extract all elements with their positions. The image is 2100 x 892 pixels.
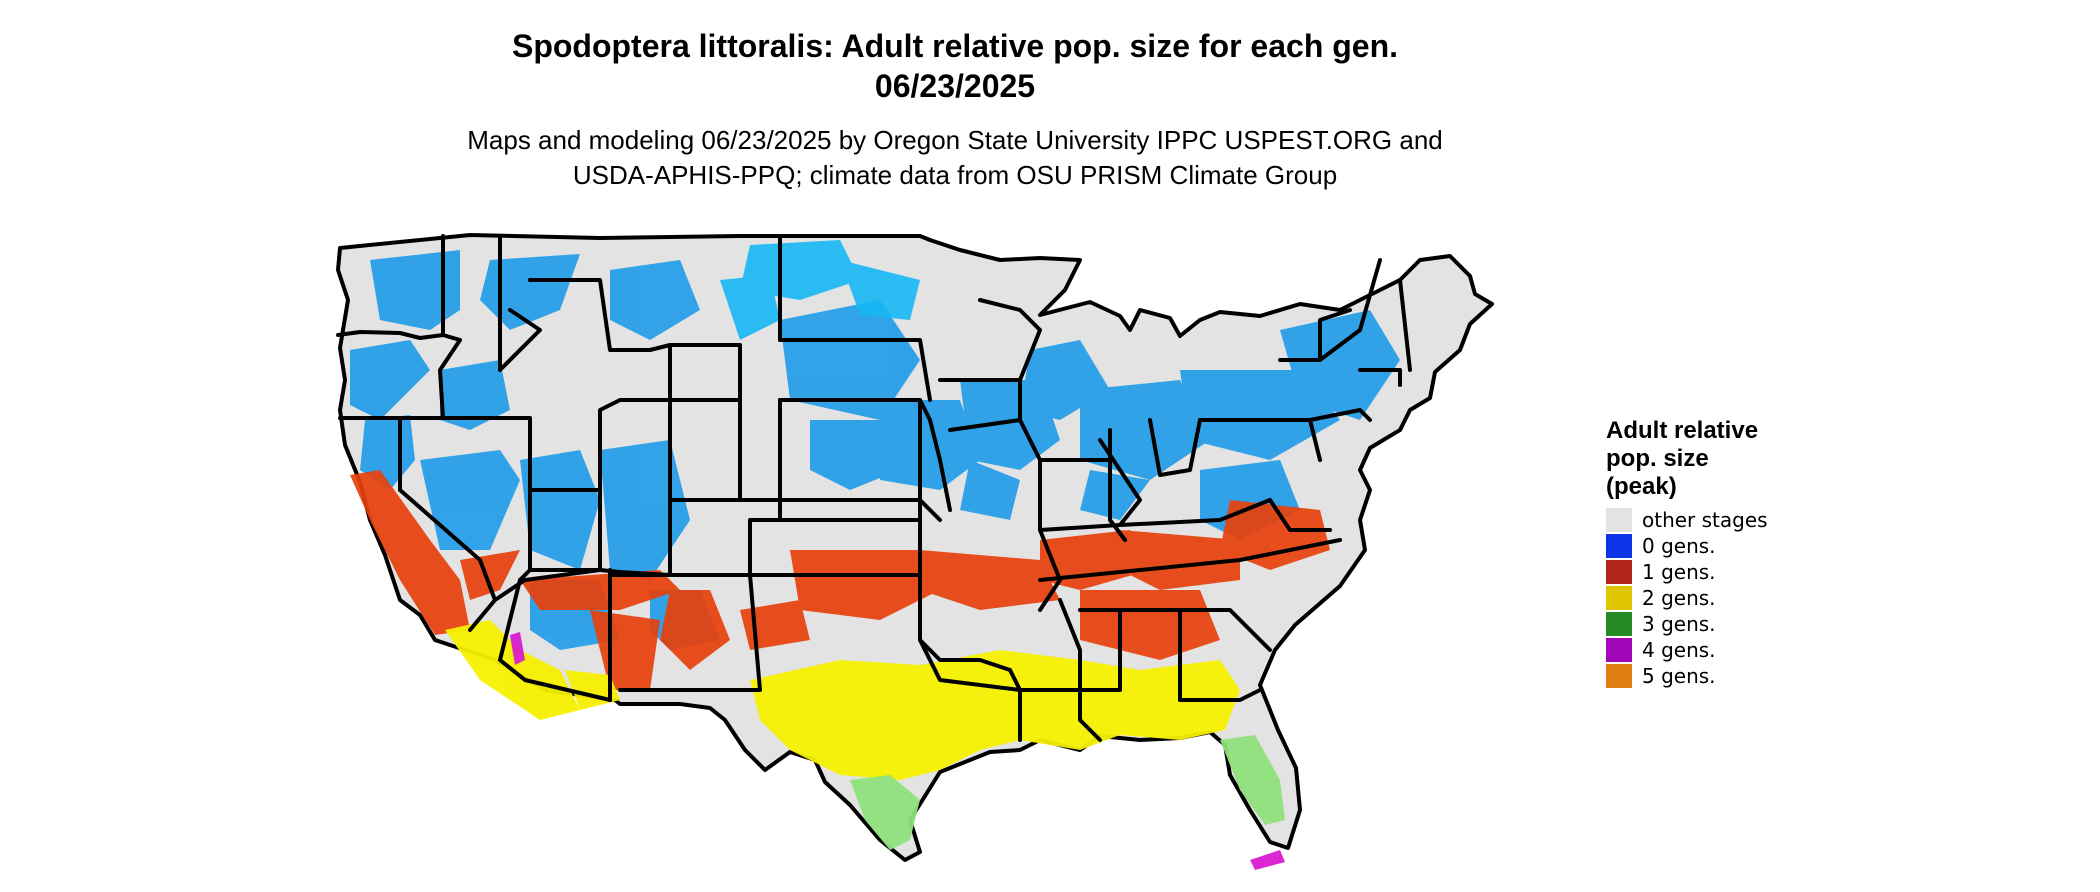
legend-item-other-stages: other stages	[1606, 507, 1796, 533]
four-gen-zone	[510, 632, 1285, 870]
legend-swatch	[1606, 586, 1632, 610]
legend-item-3-gens: 3 gens.	[1606, 611, 1796, 637]
map-legend: Adult relative pop. size (peak) other st…	[1606, 417, 1796, 689]
legend-swatch	[1606, 664, 1632, 688]
map-title: Spodoptera littoralis: Adult relative po…	[0, 26, 1910, 106]
legend-swatch	[1606, 534, 1632, 558]
legend-label: 2 gens.	[1642, 586, 1716, 610]
legend-label: 4 gens.	[1642, 638, 1716, 662]
legend-swatch	[1606, 638, 1632, 662]
legend-item-2-gens: 2 gens.	[1606, 585, 1796, 611]
legend-items: other stages 0 gens. 1 gens. 2 gens. 3 g…	[1606, 507, 1796, 689]
legend-label: 1 gens.	[1642, 560, 1716, 584]
three-gen-zone	[850, 735, 1285, 850]
one-gen-zone	[350, 470, 1330, 690]
legend-item-5-gens: 5 gens.	[1606, 663, 1796, 689]
legend-swatch	[1606, 612, 1632, 636]
subtitle-line-1: Maps and modeling 06/23/2025 by Oregon S…	[467, 125, 1443, 155]
legend-item-1-gens: 1 gens.	[1606, 559, 1796, 585]
us-map	[336, 233, 1494, 870]
legend-title-line-3: (peak)	[1606, 473, 1677, 500]
title-line-1: Spodoptera littoralis: Adult relative po…	[511, 28, 1399, 64]
legend-item-4-gens: 4 gens.	[1606, 637, 1796, 663]
legend-label: other stages	[1642, 508, 1768, 532]
legend-title: Adult relative pop. size (peak)	[1606, 417, 1796, 501]
state-borders	[336, 234, 1412, 742]
legend-label: 3 gens.	[1642, 612, 1716, 636]
subtitle-line-2: USDA-APHIS-PPQ; climate data from OSU PR…	[572, 160, 1338, 190]
legend-swatch	[1606, 560, 1632, 584]
legend-item-0-gens: 0 gens.	[1606, 533, 1796, 559]
map-subtitle: Maps and modeling 06/23/2025 by Oregon S…	[0, 123, 1910, 193]
legend-label: 5 gens.	[1642, 664, 1716, 688]
legend-title-line-2: pop. size	[1606, 445, 1709, 472]
legend-label: 0 gens.	[1642, 534, 1716, 558]
legend-swatch	[1606, 508, 1632, 532]
legend-title-line-1: Adult relative	[1606, 417, 1759, 444]
cool-zone-light-fields	[720, 240, 920, 340]
title-date: 06/23/2025	[874, 68, 1036, 104]
